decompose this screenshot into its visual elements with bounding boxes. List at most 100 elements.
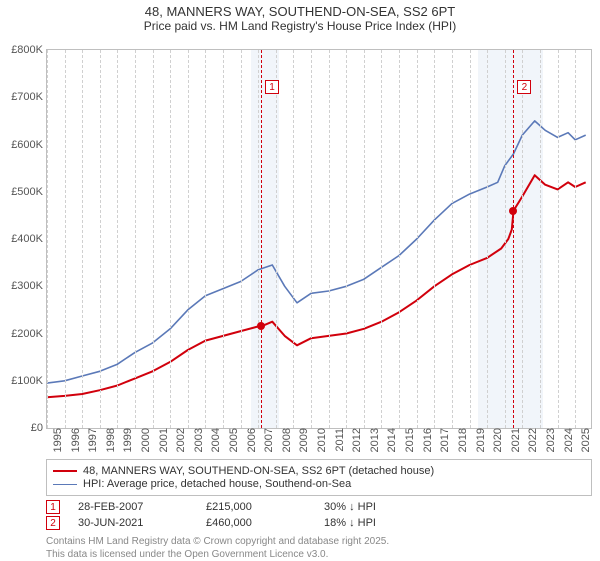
annotation-vline bbox=[261, 50, 262, 428]
gridline-v bbox=[329, 50, 330, 428]
gridline-v bbox=[434, 50, 435, 428]
gridline-v bbox=[47, 50, 48, 428]
y-tick-label: £500K bbox=[11, 186, 47, 198]
x-tick-label: 2006 bbox=[244, 428, 258, 452]
x-tick-label: 2008 bbox=[279, 428, 293, 452]
gridline-v bbox=[65, 50, 66, 428]
legend-row-price: 48, MANNERS WAY, SOUTHEND-ON-SEA, SS2 6P… bbox=[53, 465, 585, 477]
gridline-v bbox=[188, 50, 189, 428]
gridline-v bbox=[540, 50, 541, 428]
gridline-v bbox=[487, 50, 488, 428]
y-tick-label: £200K bbox=[11, 328, 47, 340]
x-tick-label: 2019 bbox=[473, 428, 487, 452]
x-tick-label: 2009 bbox=[296, 428, 310, 452]
annotation-delta: 30% ↓ HPI bbox=[324, 501, 376, 513]
y-tick-label: £700K bbox=[11, 91, 47, 103]
chart-lines bbox=[47, 50, 591, 428]
gridline-v bbox=[153, 50, 154, 428]
x-tick-label: 2011 bbox=[332, 428, 346, 452]
x-tick-label: 2018 bbox=[455, 428, 469, 452]
x-tick-label: 2001 bbox=[156, 428, 170, 452]
y-tick-label: £300K bbox=[11, 280, 47, 292]
gridline-v bbox=[346, 50, 347, 428]
x-tick-label: 2020 bbox=[490, 428, 504, 452]
x-tick-label: 2014 bbox=[384, 428, 398, 452]
x-tick-label: 2010 bbox=[314, 428, 328, 452]
x-tick-label: 2003 bbox=[191, 428, 205, 452]
y-tick-label: £600K bbox=[11, 139, 47, 151]
chart-title-line2: Price paid vs. HM Land Registry's House … bbox=[0, 19, 600, 39]
gridline-v bbox=[575, 50, 576, 428]
gridline-v bbox=[558, 50, 559, 428]
annotation-row-2: 2 30-JUN-2021 £460,000 18% ↓ HPI bbox=[46, 516, 592, 530]
x-tick-label: 2004 bbox=[208, 428, 222, 452]
legend-swatch bbox=[53, 470, 77, 472]
x-tick-label: 2016 bbox=[420, 428, 434, 452]
gridline-v bbox=[276, 50, 277, 428]
annotation-vline bbox=[513, 50, 514, 428]
annotation-date: 28-FEB-2007 bbox=[78, 501, 188, 513]
x-tick-label: 1997 bbox=[85, 428, 99, 452]
gridline-v bbox=[241, 50, 242, 428]
annotation-marker-1: 1 bbox=[265, 80, 279, 94]
y-tick-label: £800K bbox=[11, 44, 47, 56]
gridline-v bbox=[117, 50, 118, 428]
gridline-v bbox=[522, 50, 523, 428]
legend-swatch bbox=[53, 484, 77, 485]
footer-line2: This data is licensed under the Open Gov… bbox=[46, 549, 592, 561]
legend-label: HPI: Average price, detached house, Sout… bbox=[83, 478, 351, 490]
x-tick-label: 2025 bbox=[578, 428, 592, 452]
annotation-delta: 18% ↓ HPI bbox=[324, 517, 376, 529]
x-tick-label: 1999 bbox=[120, 428, 134, 452]
x-tick-label: 2024 bbox=[561, 428, 575, 452]
gridline-v bbox=[100, 50, 101, 428]
gridline-v bbox=[82, 50, 83, 428]
sale-marker bbox=[257, 322, 265, 330]
x-tick-label: 2015 bbox=[402, 428, 416, 452]
legend-row-hpi: HPI: Average price, detached house, Sout… bbox=[53, 478, 585, 490]
annotation-row-1: 1 28-FEB-2007 £215,000 30% ↓ HPI bbox=[46, 500, 592, 514]
plot-area: 1995199619971998199920002001200220032004… bbox=[46, 49, 592, 429]
annotation-date: 30-JUN-2021 bbox=[78, 517, 188, 529]
gridline-v bbox=[364, 50, 365, 428]
annotation-row-num: 2 bbox=[46, 516, 60, 530]
annotation-row-num: 1 bbox=[46, 500, 60, 514]
gridline-v bbox=[452, 50, 453, 428]
x-tick-label: 1995 bbox=[50, 428, 64, 452]
annotation-table: 1 28-FEB-2007 £215,000 30% ↓ HPI 2 30-JUN-202… bbox=[46, 500, 592, 530]
gridline-v bbox=[170, 50, 171, 428]
legend-label: 48, MANNERS WAY, SOUTHEND-ON-SEA, SS2 6P… bbox=[83, 465, 434, 477]
chart-title-line1: 48, MANNERS WAY, SOUTHEND-ON-SEA, SS2 6P… bbox=[0, 0, 600, 19]
footer-line1: Contains HM Land Registry data © Crown c… bbox=[46, 536, 592, 549]
sale-marker bbox=[509, 207, 517, 215]
gridline-v bbox=[505, 50, 506, 428]
x-tick-label: 2021 bbox=[508, 428, 522, 452]
footer: Contains HM Land Registry data © Crown c… bbox=[46, 536, 592, 561]
x-tick-label: 2013 bbox=[367, 428, 381, 452]
gridline-v bbox=[417, 50, 418, 428]
annotation-marker-2: 2 bbox=[517, 80, 531, 94]
y-tick-label: £100K bbox=[11, 375, 47, 387]
gridline-v bbox=[399, 50, 400, 428]
annotation-price: £215,000 bbox=[206, 501, 306, 513]
gridline-v bbox=[258, 50, 259, 428]
gridline-v bbox=[205, 50, 206, 428]
x-tick-label: 2012 bbox=[349, 428, 363, 452]
y-tick-label: £400K bbox=[11, 233, 47, 245]
legend: 48, MANNERS WAY, SOUTHEND-ON-SEA, SS2 6P… bbox=[46, 459, 592, 496]
x-tick-label: 1996 bbox=[68, 428, 82, 452]
x-tick-label: 2007 bbox=[261, 428, 275, 452]
gridline-v bbox=[223, 50, 224, 428]
x-tick-label: 1998 bbox=[103, 428, 117, 452]
gridline-v bbox=[135, 50, 136, 428]
gridline-v bbox=[470, 50, 471, 428]
gridline-v bbox=[293, 50, 294, 428]
y-tick-label: £0 bbox=[31, 422, 47, 434]
x-tick-label: 2005 bbox=[226, 428, 240, 452]
gridline-v bbox=[381, 50, 382, 428]
x-tick-label: 2022 bbox=[525, 428, 539, 452]
chart: 1995199619971998199920002001200220032004… bbox=[0, 39, 600, 459]
annotation-price: £460,000 bbox=[206, 517, 306, 529]
x-tick-label: 2023 bbox=[543, 428, 557, 452]
x-tick-label: 2000 bbox=[138, 428, 152, 452]
